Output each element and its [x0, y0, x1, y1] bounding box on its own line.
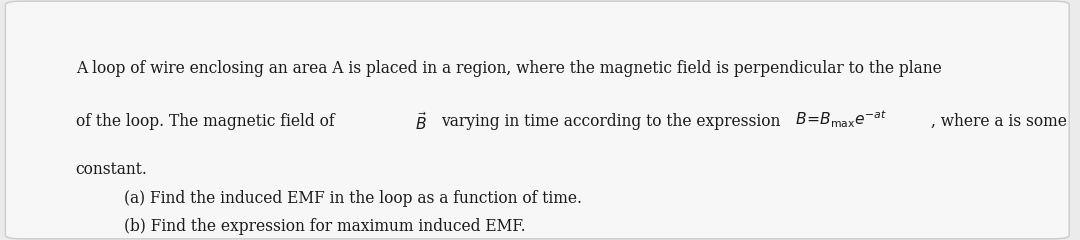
Text: A loop of wire enclosing an area A is placed in a region, where the magnetic fie: A loop of wire enclosing an area A is pl…: [76, 60, 942, 77]
Text: varying in time according to the expression: varying in time according to the express…: [441, 113, 785, 130]
Text: (b) Find the expression for maximum induced EMF.: (b) Find the expression for maximum indu…: [124, 218, 526, 235]
Text: $\vec{B}$: $\vec{B}$: [415, 111, 428, 132]
Text: , where a is some: , where a is some: [931, 113, 1067, 130]
Text: of the loop. The magnetic field of: of the loop. The magnetic field of: [76, 113, 339, 130]
Text: (a) Find the induced EMF in the loop as a function of time.: (a) Find the induced EMF in the loop as …: [124, 190, 582, 207]
Text: $B\!=\!B_{\rm max}e^{-at}$: $B\!=\!B_{\rm max}e^{-at}$: [795, 108, 888, 130]
FancyBboxPatch shape: [5, 1, 1069, 239]
Text: constant.: constant.: [76, 161, 148, 178]
